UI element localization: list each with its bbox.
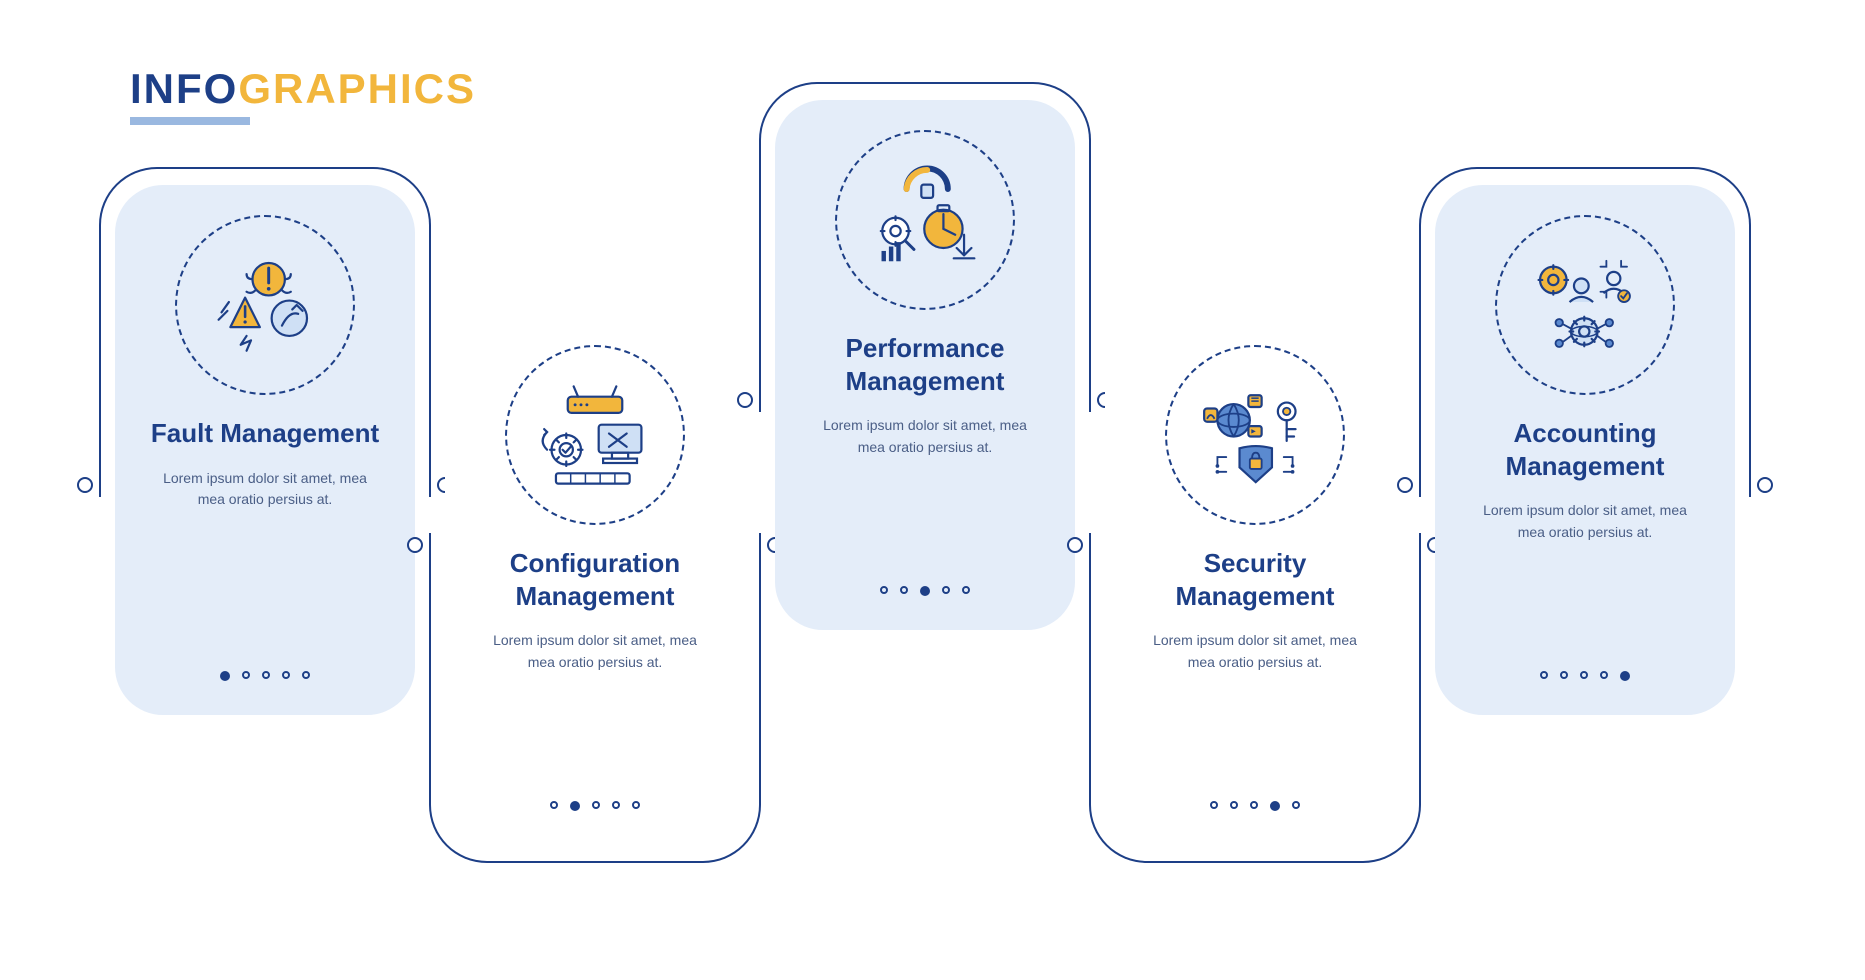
card-security: Security Management Lorem ipsum dolor sit…: [1105, 315, 1405, 845]
performance-icon: [835, 130, 1015, 310]
card-description: Lorem ipsum dolor sit amet, mea mea orat…: [139, 468, 391, 650]
accounting-icon: [1495, 215, 1675, 395]
security-icon: [1165, 345, 1345, 525]
card-title: Security Management: [1129, 547, 1381, 612]
pagination-dot: [220, 671, 230, 681]
config-icon: [505, 345, 685, 525]
card-pagination-dots: [220, 671, 310, 681]
card-performance: Performance Management Lorem ipsum dolor …: [775, 100, 1075, 630]
card-configuration: Configuration Management Lorem ipsum dolo…: [445, 315, 745, 845]
card-pagination-dots: [1210, 801, 1300, 811]
pagination-dot: [1292, 801, 1300, 809]
card-title: Performance Management: [799, 332, 1051, 397]
pagination-dot: [900, 586, 908, 594]
pagination-dot: [570, 801, 580, 811]
pagination-dot: [1250, 801, 1258, 809]
pagination-dot: [1540, 671, 1548, 679]
card-description: Lorem ipsum dolor sit amet, mea mea orat…: [1459, 500, 1711, 649]
pagination-dot: [942, 586, 950, 594]
card-slot-fault: Fault Management Lorem ipsum dolor sit am…: [115, 185, 415, 715]
pagination-dot: [1230, 801, 1238, 809]
cards-row: Fault Management Lorem ipsum dolor sit am…: [115, 90, 1735, 845]
card-description: Lorem ipsum dolor sit amet, mea mea orat…: [799, 415, 1051, 564]
card-pagination-dots: [550, 801, 640, 811]
card-pagination-dots: [880, 586, 970, 596]
card-slot-configuration: Configuration Management Lorem ipsum dolo…: [445, 315, 745, 845]
card-fault: Fault Management Lorem ipsum dolor sit am…: [115, 185, 415, 715]
pagination-dot: [962, 586, 970, 594]
pagination-dot: [1210, 801, 1218, 809]
pagination-dot: [880, 586, 888, 594]
card-description: Lorem ipsum dolor sit amet, mea mea orat…: [469, 630, 721, 779]
pagination-dot: [632, 801, 640, 809]
pagination-dot: [1580, 671, 1588, 679]
pagination-dot: [282, 671, 290, 679]
card-pagination-dots: [1540, 671, 1630, 681]
pagination-dot: [612, 801, 620, 809]
card-slot-security: Security Management Lorem ipsum dolor sit…: [1105, 315, 1405, 845]
card-description: Lorem ipsum dolor sit amet, mea mea orat…: [1129, 630, 1381, 779]
pagination-dot: [1560, 671, 1568, 679]
pagination-dot: [550, 801, 558, 809]
pagination-dot: [592, 801, 600, 809]
pagination-dot: [920, 586, 930, 596]
card-title: Accounting Management: [1459, 417, 1711, 482]
pagination-dot: [1620, 671, 1630, 681]
card-accounting: Accounting Management Lorem ipsum dolor s…: [1435, 185, 1735, 715]
pagination-dot: [242, 671, 250, 679]
pagination-dot: [302, 671, 310, 679]
card-title: Configuration Management: [469, 547, 721, 612]
fault-icon: [175, 215, 355, 395]
card-slot-accounting: Accounting Management Lorem ipsum dolor s…: [1435, 185, 1735, 715]
card-slot-performance: Performance Management Lorem ipsum dolor …: [775, 100, 1075, 630]
pagination-dot: [1270, 801, 1280, 811]
card-title: Fault Management: [143, 417, 387, 450]
frame-end-dot: [77, 477, 93, 493]
pagination-dot: [1600, 671, 1608, 679]
pagination-dot: [262, 671, 270, 679]
frame-end-dot: [1757, 477, 1773, 493]
